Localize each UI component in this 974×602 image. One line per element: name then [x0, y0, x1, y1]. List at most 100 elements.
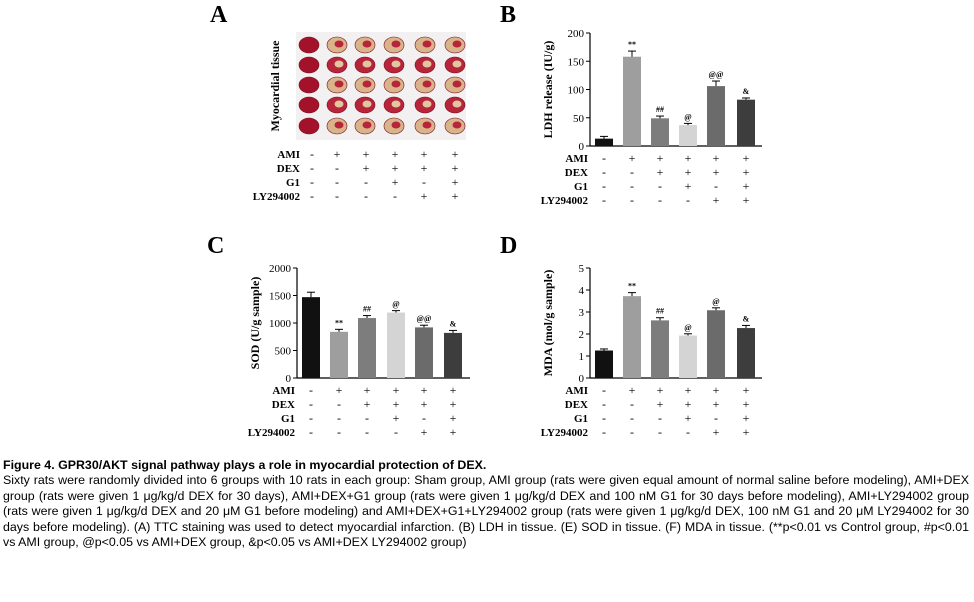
- condition-label: G1: [574, 181, 588, 193]
- panel-letter-c: C: [207, 233, 225, 259]
- infarct-area: [422, 80, 432, 88]
- tissue-slices: [298, 36, 466, 135]
- condition-sign: -: [630, 411, 634, 425]
- infarct-area: [422, 40, 432, 48]
- condition-sign: -: [310, 147, 314, 161]
- condition-label: LY294002: [253, 191, 301, 203]
- significance-label: **: [628, 40, 636, 49]
- condition-sign: +: [629, 383, 636, 397]
- condition-sign: +: [743, 425, 750, 439]
- conditions-table-a: AMI - + + + + +DEX - - + + + +G1- - - + - +LY294002- - - - + +: [253, 147, 459, 203]
- condition-sign: -: [714, 411, 718, 425]
- y-tick-label: 5: [579, 263, 585, 275]
- condition-sign: +: [713, 397, 720, 411]
- significance-label: &: [450, 319, 457, 328]
- condition-sign: +: [364, 397, 371, 411]
- condition-sign: +: [685, 397, 692, 411]
- condition-sign: +: [452, 189, 459, 203]
- condition-label: AMI: [277, 149, 300, 161]
- condition-label: DEX: [565, 167, 588, 179]
- condition-sign: +: [393, 397, 400, 411]
- condition-label: AMI: [565, 385, 588, 397]
- conditions-table-d: AMI - + + + + +DEX - - + + + +G1- - - + - +LY294002- - - - + +: [541, 383, 750, 439]
- panel-letter-d: D: [500, 233, 518, 259]
- condition-sign: -: [630, 179, 634, 193]
- condition-sign: +: [392, 175, 399, 189]
- infarct-area: [391, 40, 401, 48]
- infarct-area: [362, 60, 372, 68]
- condition-sign: +: [743, 397, 750, 411]
- condition-sign: +: [685, 165, 692, 179]
- y-axis-title: MDA (mol/g sample): [541, 270, 555, 377]
- condition-sign: -: [335, 175, 339, 189]
- caption-body: Sixty rats were randomly divided into 6 …: [3, 473, 969, 550]
- condition-sign: +: [421, 397, 428, 411]
- condition-sign: +: [743, 383, 750, 397]
- condition-sign: +: [743, 411, 750, 425]
- condition-sign: +: [713, 425, 720, 439]
- figure-caption: Figure 4. GPR30/AKT signal pathway plays…: [3, 458, 969, 550]
- condition-sign: -: [602, 165, 606, 179]
- panel-letter-b: B: [500, 2, 517, 28]
- condition-sign: +: [685, 151, 692, 165]
- tissue-label: Myocardial tissue: [268, 40, 282, 132]
- condition-sign: -: [686, 193, 690, 207]
- condition-sign: +: [743, 165, 750, 179]
- tissue-photo: [296, 32, 466, 140]
- condition-sign: +: [452, 161, 459, 175]
- condition-sign: +: [364, 383, 371, 397]
- condition-label: DEX: [277, 163, 300, 175]
- y-axis-title: LDH release (IU/g): [541, 41, 555, 139]
- bar: [302, 297, 320, 378]
- condition-sign: -: [309, 383, 313, 397]
- condition-sign: -: [310, 189, 314, 203]
- panel-letter-a: A: [210, 2, 228, 28]
- infarct-area: [334, 80, 344, 88]
- tissue-slice: [298, 117, 320, 135]
- condition-sign: -: [714, 179, 718, 193]
- tissue-slice: [298, 76, 320, 94]
- condition-sign: +: [713, 383, 720, 397]
- condition-sign: -: [602, 383, 606, 397]
- y-tick-label: 50: [573, 113, 585, 125]
- condition-sign: -: [422, 175, 426, 189]
- infarct-area: [391, 80, 401, 88]
- infarct-area: [334, 40, 344, 48]
- condition-sign: +: [743, 151, 750, 165]
- significance-label: ##: [656, 105, 664, 114]
- y-tick-label: 1000: [269, 318, 292, 330]
- significance-label: @@: [709, 70, 724, 79]
- condition-sign: +: [334, 147, 341, 161]
- condition-sign: +: [743, 193, 750, 207]
- condition-sign: -: [364, 175, 368, 189]
- bar: [444, 332, 462, 378]
- bar: [387, 312, 405, 378]
- y-axis-title: SOD (U/g sample): [248, 277, 262, 370]
- condition-sign: +: [657, 151, 664, 165]
- condition-label: G1: [286, 177, 300, 189]
- condition-sign: +: [421, 189, 428, 203]
- significance-label: @: [712, 297, 720, 306]
- infarct-area: [422, 121, 432, 129]
- significance-label: @: [684, 323, 692, 332]
- infarct-area: [391, 60, 401, 68]
- condition-sign: -: [335, 161, 339, 175]
- infarct-area: [391, 100, 401, 108]
- infarct-area: [391, 121, 401, 129]
- condition-sign: -: [602, 397, 606, 411]
- conditions-table-b: AMI - + + + + +DEX - - + + + +G1- - - + - +LY294002- - - - + +: [541, 151, 750, 207]
- condition-sign: -: [686, 425, 690, 439]
- bar: [651, 320, 669, 378]
- bar: [623, 56, 641, 147]
- y-tick-label: 0: [579, 141, 585, 153]
- y-tick-label: 1: [579, 351, 585, 363]
- condition-sign: +: [685, 383, 692, 397]
- infarct-area: [334, 100, 344, 108]
- y-tick-label: 2000: [269, 263, 292, 275]
- bar: [415, 327, 433, 378]
- condition-sign: +: [450, 383, 457, 397]
- bar: [330, 331, 348, 378]
- y-tick-label: 200: [568, 28, 585, 40]
- y-tick-label: 4: [579, 285, 585, 297]
